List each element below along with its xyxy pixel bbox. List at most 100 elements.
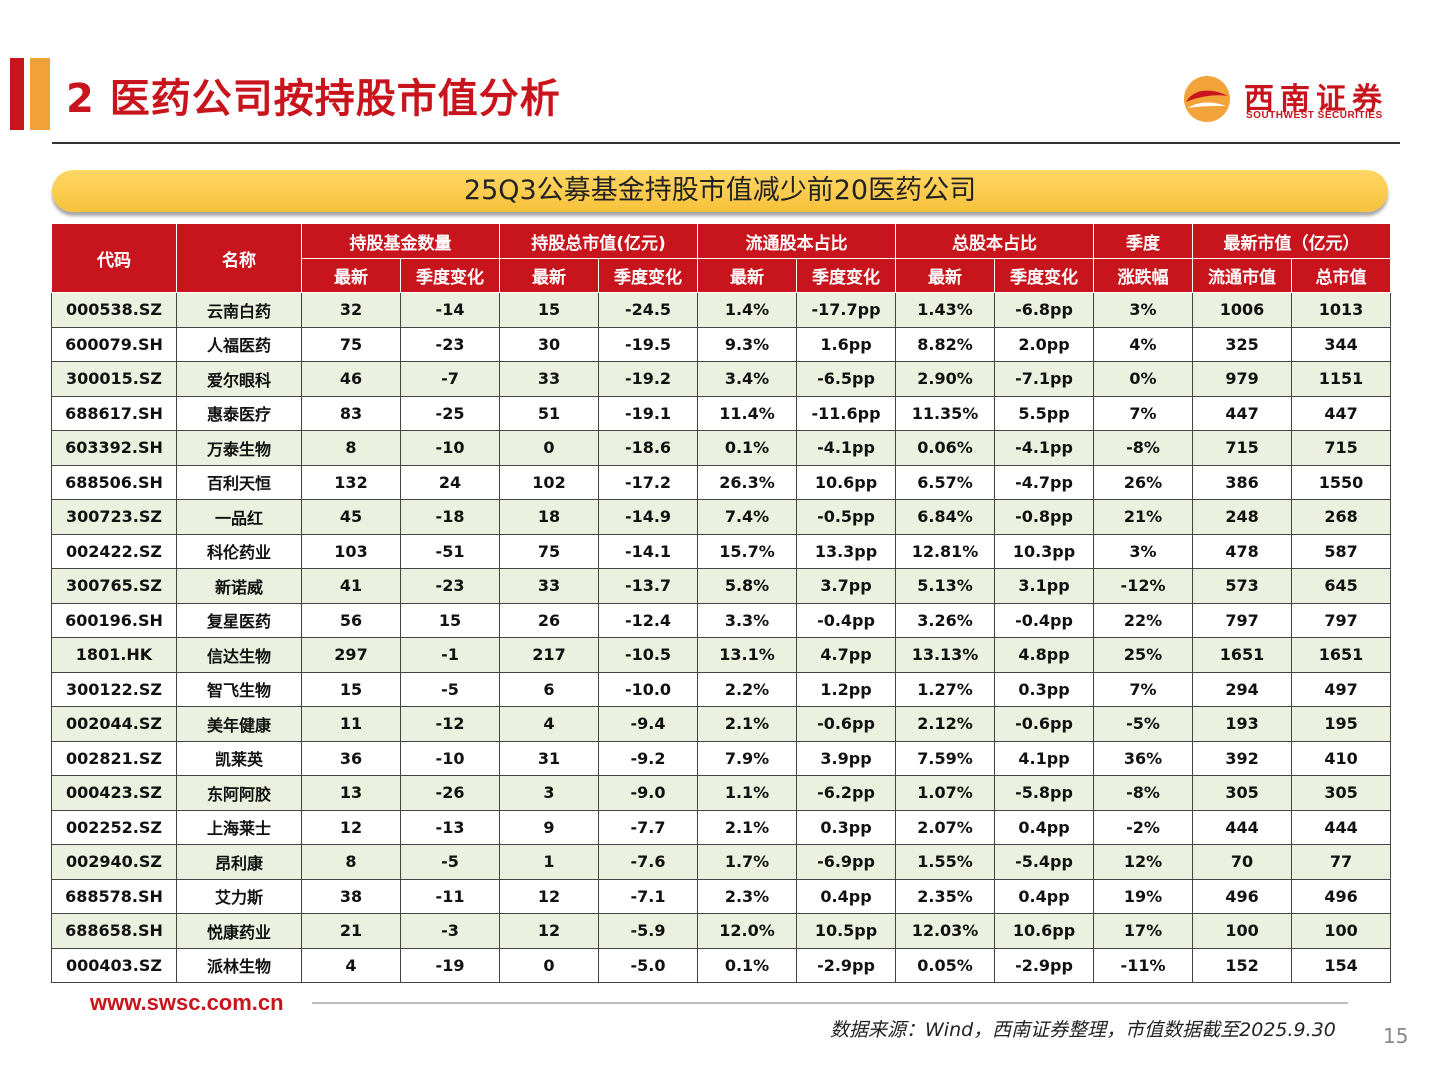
- table-cell: -19.5: [597, 326, 699, 362]
- table-cell: -8%: [1093, 430, 1194, 466]
- table-cell: 云南白药: [176, 292, 302, 328]
- company-logo: 西南证券 SOUTHWEST SECURITIES: [1182, 70, 1402, 126]
- table-cell: 2.1%: [697, 809, 798, 845]
- table-cell: 46: [301, 361, 401, 397]
- table-cell: 1151: [1291, 361, 1392, 397]
- table-cell: 15: [301, 671, 401, 707]
- table-cell: -5.0: [597, 947, 699, 983]
- table-cell: 1.4%: [697, 292, 798, 328]
- table-cell: 305: [1192, 775, 1293, 811]
- table-cell: 1651: [1291, 637, 1392, 673]
- logo-emblem-icon: [1184, 76, 1230, 122]
- table-cell: -9.0: [597, 775, 699, 811]
- table-cell: 东阿阿胶: [176, 775, 302, 811]
- table-cell: 美年健康: [176, 706, 302, 742]
- table-cell: -0.4pp: [796, 602, 897, 638]
- subheader-change: 涨跌幅: [1093, 258, 1194, 293]
- table-cell: 26: [499, 602, 599, 638]
- table-cell: 1.07%: [895, 775, 996, 811]
- table-cell: -1: [400, 637, 500, 673]
- table-cell: 12%: [1093, 844, 1194, 880]
- table-cell: -11.6pp: [796, 395, 897, 431]
- table-cell: 10.6pp: [796, 464, 897, 500]
- table-row: 688578.SH 艾力斯 38 -11 12 -7.1 2.3% 0.4pp 2.35% 0.4…: [51, 878, 1392, 914]
- table-cell: 0.4pp: [796, 878, 897, 914]
- table-cell: 193: [1192, 706, 1293, 742]
- table-cell: 248: [1192, 499, 1293, 535]
- table-row: 1801.HK 信达生物 297 -1 217 -10.5 13.1% 4.7pp 13.13%…: [51, 637, 1392, 673]
- table-cell: 4.7pp: [796, 637, 897, 673]
- table-cell: -2%: [1093, 809, 1194, 845]
- table-cell: -51: [400, 533, 500, 569]
- table-cell: 昂利康: [176, 844, 302, 880]
- table-cell: 2.0pp: [994, 326, 1095, 362]
- table-cell: -5%: [1093, 706, 1194, 742]
- table-cell: 悦康药业: [176, 913, 302, 949]
- table-cell: -10: [400, 740, 500, 776]
- table-cell: 复星医药: [176, 602, 302, 638]
- table-cell: 15: [499, 292, 599, 328]
- table-cell: 3%: [1093, 292, 1194, 328]
- table-cell: -7: [400, 361, 500, 397]
- table-cell: 132: [301, 464, 401, 500]
- table-cell: 38: [301, 878, 401, 914]
- table-cell: 000403.SZ: [51, 947, 177, 983]
- table-cell: 300723.SZ: [51, 499, 177, 535]
- table-cell: 344: [1291, 326, 1392, 362]
- table-cell: 4: [301, 947, 401, 983]
- table-row: 300765.SZ 新诺威 41 -23 33 -13.7 5.8% 3.7pp 5.13% 3.…: [51, 568, 1392, 604]
- table-cell: 22%: [1093, 602, 1194, 638]
- table-cell: 信达生物: [176, 637, 302, 673]
- footer-website-url[interactable]: www.swsc.com.cn: [90, 990, 284, 1015]
- table-cell: 19%: [1093, 878, 1194, 914]
- header-code: 代码: [51, 223, 177, 293]
- table-cell: 386: [1192, 464, 1293, 500]
- table-cell: 6.57%: [895, 464, 996, 500]
- subheader-total-mv: 总市值: [1291, 258, 1392, 293]
- table-cell: 18: [499, 499, 599, 535]
- table-cell: 000423.SZ: [51, 775, 177, 811]
- table-cell: 300765.SZ: [51, 568, 177, 604]
- table-cell: -25: [400, 395, 500, 431]
- table-cell: 2.1%: [697, 706, 798, 742]
- table-cell: 13.13%: [895, 637, 996, 673]
- table-cell: 447: [1192, 395, 1293, 431]
- table-cell: 77: [1291, 844, 1392, 880]
- table-row: 002252.SZ 上海莱士 12 -13 9 -7.7 2.1% 0.3pp 2.07% 0.4…: [51, 809, 1392, 845]
- table-cell: -8%: [1093, 775, 1194, 811]
- table-cell: 11: [301, 706, 401, 742]
- table-cell: 0.4pp: [994, 878, 1095, 914]
- table-cell: 688617.SH: [51, 395, 177, 431]
- table-cell: -7.6: [597, 844, 699, 880]
- table-cell: 15: [400, 602, 500, 638]
- table-cell: 573: [1192, 568, 1293, 604]
- table-row: 300015.SZ 爱尔眼科 46 -7 33 -19.2 3.4% -6.5pp 2.90% -…: [51, 361, 1392, 397]
- table-cell: -24.5: [597, 292, 699, 328]
- table-cell: 100: [1192, 913, 1293, 949]
- table-cell: 600196.SH: [51, 602, 177, 638]
- table-cell: 7.4%: [697, 499, 798, 535]
- table-cell: 478: [1192, 533, 1293, 569]
- table-cell: 715: [1192, 430, 1293, 466]
- table-cell: 70: [1192, 844, 1293, 880]
- table-cell: 9.3%: [697, 326, 798, 362]
- table-cell: 3.9pp: [796, 740, 897, 776]
- table-cell: 0.05%: [895, 947, 996, 983]
- table-cell: 爱尔眼科: [176, 361, 302, 397]
- table-cell: 12.03%: [895, 913, 996, 949]
- table-cell: 305: [1291, 775, 1392, 811]
- table-cell: 410: [1291, 740, 1392, 776]
- table-row: 603392.SH 万泰生物 8 -10 0 -18.6 0.1% -4.1pp 0.06% -4…: [51, 430, 1392, 466]
- table-cell: -19: [400, 947, 500, 983]
- table-cell: -14.9: [597, 499, 699, 535]
- table-cell: 444: [1192, 809, 1293, 845]
- table-cell: -5: [400, 844, 500, 880]
- table-cell: 2.2%: [697, 671, 798, 707]
- table-cell: -6.9pp: [796, 844, 897, 880]
- table-row: 002940.SZ 昂利康 8 -5 1 -7.6 1.7% -6.9pp 1.55% -5.4p…: [51, 844, 1392, 880]
- table-cell: 12: [301, 809, 401, 845]
- table-cell: 496: [1192, 878, 1293, 914]
- table-cell: -4.1pp: [994, 430, 1095, 466]
- table-cell: 45: [301, 499, 401, 535]
- table-cell: 0: [499, 947, 599, 983]
